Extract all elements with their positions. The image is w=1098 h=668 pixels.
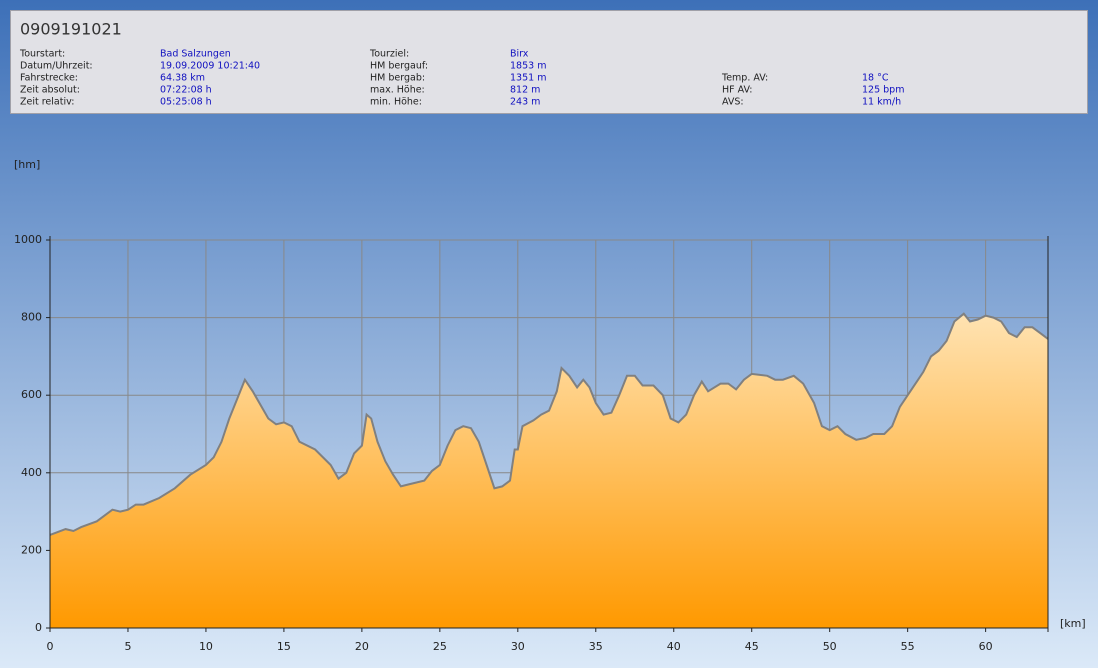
elevation-area [50,313,1048,628]
x-tick-label: 5 [124,640,131,653]
y-tick-label: 1000 [14,233,42,246]
y-tick-label: 400 [21,466,42,479]
field-value: 125 bpm [862,85,904,96]
field-value: 11 km/h [862,97,901,108]
x-tick-label: 55 [901,640,915,653]
x-tick-label: 35 [589,640,603,653]
field-label: Zeit absolut: [20,85,80,96]
x-tick-label: 15 [277,640,291,653]
field-value: 1351 m [510,73,546,84]
field-value: 812 m [510,85,540,96]
plot: 0 200 400 600 800 1000 0 5 10 15 20 25 30 35 40 45 50 55 6… [14,158,1086,653]
tour-title: 0909191021 [20,20,122,39]
field-value: 19.09.2009 10:21:40 [160,61,260,72]
x-tick-label: 60 [979,640,993,653]
y-tick-label: 200 [21,543,42,556]
x-tick-label: 50 [823,640,837,653]
x-tick-label: 20 [355,640,369,653]
field-value: Birx [510,49,529,60]
field-label: Datum/Uhrzeit: [20,61,93,72]
y-axis-label: [hm] [14,158,40,171]
field-label: max. Höhe: [370,85,425,96]
field-label: HM bergauf: [370,61,428,72]
field-value: 07:22:08 h [160,85,212,96]
field-label: Tourziel: [369,49,409,60]
field-label: HF AV: [722,85,752,96]
y-tick-label: 800 [21,311,42,324]
field-label: HM bergab: [370,73,425,84]
x-tick-label: 40 [667,640,681,653]
field-value: 18 °C [862,73,889,84]
x-tick-label: 30 [511,640,525,653]
x-axis-label: [km] [1060,617,1086,630]
field-value: 1853 m [510,61,546,72]
x-tick-label: 25 [433,640,447,653]
field-value: Bad Salzungen [160,49,231,60]
x-tick-label: 0 [47,640,54,653]
field-value: 243 m [510,97,540,108]
field-value: 05:25:08 h [160,97,212,108]
y-tick-label: 600 [21,388,42,401]
field-label: Zeit relativ: [20,97,74,108]
field-label: min. Höhe: [370,97,422,108]
y-tick-label: 0 [35,621,42,634]
field-label: Temp. AV: [721,73,768,84]
info-panel [10,10,1088,114]
x-tick-label: 10 [199,640,213,653]
field-label: Tourstart: [19,49,65,60]
field-value: 64.38 km [160,73,205,84]
elevation-line [49,312,1049,536]
x-tick-label: 45 [745,640,759,653]
field-label: Fahrstrecke: [20,73,78,84]
field-label: AVS: [722,97,744,108]
info-fields: Tourstart: Bad Salzungen Datum/Uhrzeit: 19.… [19,49,904,108]
